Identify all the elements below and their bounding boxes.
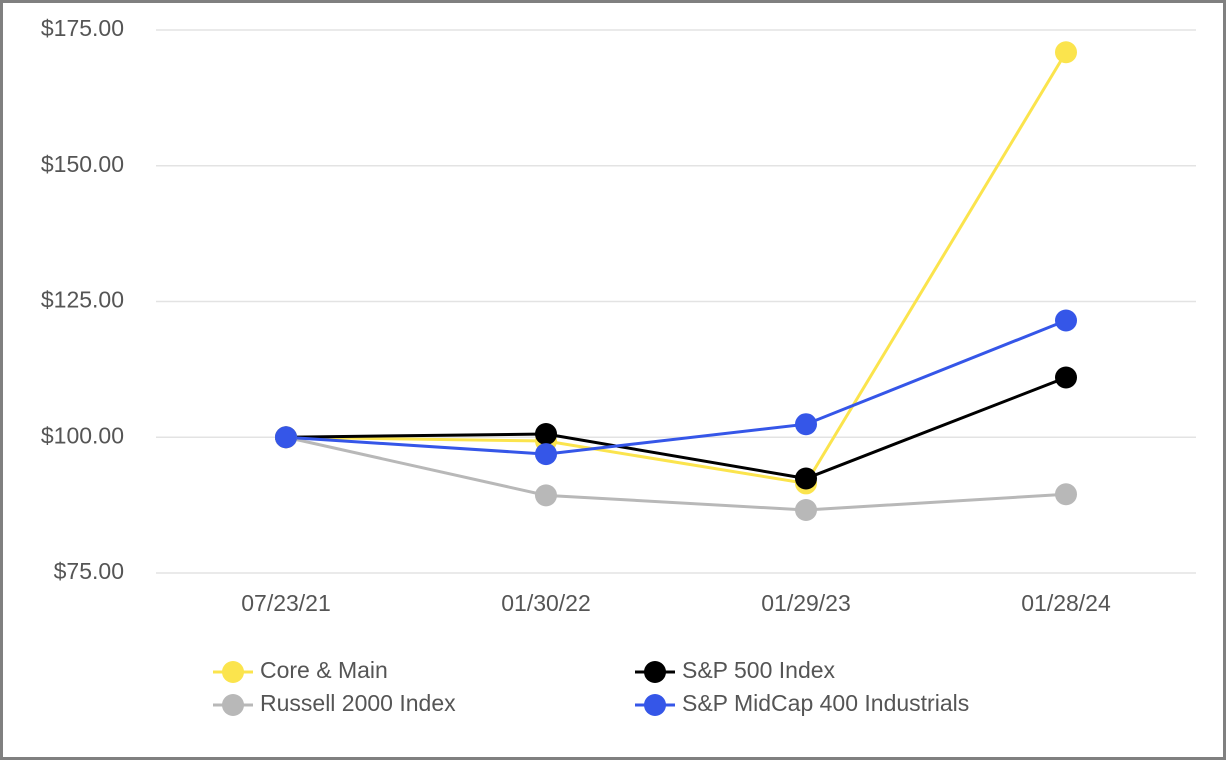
x-tick-label: 01/30/22 <box>501 590 591 616</box>
x-tick-label: 01/28/24 <box>1021 590 1111 616</box>
y-tick-label: $125.00 <box>41 287 124 313</box>
series-line <box>285 376 1067 481</box>
x-tick-label: 07/23/21 <box>241 590 331 616</box>
data-point <box>1055 41 1077 64</box>
legend-label: S&P MidCap 400 Industrials <box>682 690 969 716</box>
data-point <box>1055 366 1077 389</box>
legend-marker <box>644 694 666 716</box>
legend-label: S&P 500 Index <box>682 657 836 683</box>
series-line <box>285 51 1068 486</box>
data-point <box>535 443 557 466</box>
data-point <box>795 467 817 490</box>
y-tick-label: $100.00 <box>41 422 124 448</box>
legend-marker <box>222 694 244 716</box>
data-point <box>275 426 297 449</box>
data-point <box>1055 309 1077 332</box>
legend-marker <box>222 661 244 683</box>
series-line <box>285 435 1067 512</box>
data-point <box>795 499 817 522</box>
y-tick-label: $175.00 <box>41 15 124 41</box>
legend-label: Russell 2000 Index <box>260 690 456 716</box>
x-tick-label: 01/29/23 <box>761 590 851 616</box>
data-point <box>535 484 557 507</box>
y-tick-label: $150.00 <box>41 151 124 177</box>
legend-label: Core & Main <box>260 657 388 683</box>
series-line <box>285 319 1067 456</box>
data-point <box>795 413 817 436</box>
data-point <box>535 422 557 445</box>
data-point <box>1055 483 1077 506</box>
legend-marker <box>644 661 666 683</box>
y-tick-label: $75.00 <box>54 558 124 584</box>
